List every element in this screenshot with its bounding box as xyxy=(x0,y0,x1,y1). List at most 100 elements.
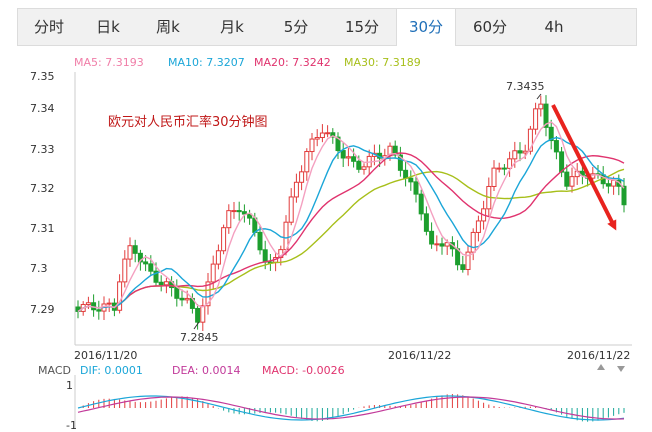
candle-body xyxy=(231,210,237,213)
candle-body xyxy=(241,211,247,215)
downtrend-arrow xyxy=(551,104,617,231)
high-price-label: 7.3435 xyxy=(506,80,545,93)
candle-body xyxy=(200,305,206,323)
candle-body xyxy=(319,132,325,139)
tab-weekly-k[interactable]: 周k xyxy=(156,18,180,36)
candle-body xyxy=(221,227,227,252)
tab-monthly-k[interactable]: 月k xyxy=(220,18,244,36)
candle-body xyxy=(413,181,419,195)
y-tick-label: 7.3 xyxy=(30,262,48,275)
candle-body xyxy=(559,151,565,173)
candle-body xyxy=(460,264,466,270)
candle-body xyxy=(408,177,414,183)
candle-body xyxy=(314,137,320,140)
ma30-legend: MA30: 7.3189 xyxy=(344,56,421,69)
candle-body xyxy=(195,307,201,323)
candle-body xyxy=(423,213,429,232)
x-tick-label: 2016/11/20 xyxy=(74,349,138,362)
candle-body xyxy=(153,270,159,283)
x-tick-label: 2016/11/22 xyxy=(388,349,452,362)
candle-body xyxy=(403,169,409,179)
x-tick-label: 2016/11/22 xyxy=(567,349,631,362)
tab-15min[interactable]: 15分 xyxy=(344,18,380,36)
dif-legend: DIF: 0.0001 xyxy=(80,364,143,377)
scroll-down-icon[interactable] xyxy=(617,366,625,372)
candle-body xyxy=(533,108,539,130)
tab-4h[interactable]: 4h xyxy=(544,18,564,36)
y-tick-label: 7.34 xyxy=(30,102,55,115)
candle-body xyxy=(262,249,268,263)
candle-body xyxy=(491,167,497,187)
candle-body xyxy=(247,213,253,219)
low-price-label: 7.2845 xyxy=(180,331,219,344)
ma5-legend: MA5: 7.3193 xyxy=(74,56,144,69)
period-tab-bar: 分时 日k 周k 月k 5分 15分 30分 60分 4h xyxy=(17,8,637,46)
candle-body xyxy=(345,156,351,159)
candle-body xyxy=(257,231,263,251)
candle-body xyxy=(215,250,221,265)
candle-body xyxy=(106,302,112,305)
candle-body xyxy=(335,136,341,152)
y-tick-label: 7.35 xyxy=(30,70,55,83)
scroll-up-icon[interactable] xyxy=(597,364,605,370)
candle-body xyxy=(236,210,242,213)
candle-body xyxy=(564,171,570,187)
macd-value-legend: MACD: -0.0026 xyxy=(262,364,345,377)
candle-body xyxy=(122,258,128,283)
tab-60min[interactable]: 60分 xyxy=(472,18,508,36)
candle-body xyxy=(304,151,310,173)
candle-body xyxy=(356,160,362,170)
candle-body xyxy=(548,126,554,142)
chart-annotation-title: 欧元对人民币汇率30分钟图 xyxy=(108,115,268,130)
candle-body xyxy=(538,103,544,110)
candle-body xyxy=(569,176,575,187)
macd-indicator-label: MACD xyxy=(38,364,71,377)
candle-body xyxy=(418,193,424,215)
candle-body xyxy=(127,245,133,260)
candle-body xyxy=(184,297,190,301)
candle-body xyxy=(163,281,169,286)
candle-body xyxy=(299,171,305,183)
candle-body xyxy=(397,154,403,171)
candle-body xyxy=(325,132,331,135)
candle-body xyxy=(309,138,315,153)
candle-body xyxy=(621,185,627,206)
tab-intraday[interactable]: 分时 xyxy=(33,18,64,36)
candle-body xyxy=(361,166,367,170)
tab-5min[interactable]: 5分 xyxy=(283,18,309,36)
candle-body xyxy=(330,132,336,138)
candle-body xyxy=(507,158,513,169)
candle-body xyxy=(143,261,149,265)
y-tick-label: 7.31 xyxy=(30,222,55,235)
candle-body xyxy=(293,181,299,198)
candle-body xyxy=(579,170,585,176)
candle-body xyxy=(527,128,533,152)
dea-line xyxy=(77,396,625,420)
dea-legend: DEA: 0.0014 xyxy=(172,364,241,377)
candle-body xyxy=(444,242,450,247)
candle-body xyxy=(517,150,523,154)
candle-body xyxy=(496,167,502,170)
low-price-marker xyxy=(193,321,200,330)
candle-body xyxy=(96,309,102,312)
candle-body xyxy=(137,252,143,263)
tab-30min[interactable]: 30分 xyxy=(396,9,456,46)
candle-body xyxy=(605,183,611,187)
candle-body xyxy=(158,281,164,286)
candle-body xyxy=(522,150,528,154)
candle-body xyxy=(288,196,294,223)
y-tick-label: 7.29 xyxy=(30,303,55,316)
candle-body xyxy=(174,287,180,299)
tab-daily-k[interactable]: 日k xyxy=(96,18,120,36)
candle-body xyxy=(434,243,440,246)
candle-body xyxy=(148,263,154,272)
candle-body xyxy=(75,306,81,312)
candle-body xyxy=(117,281,123,311)
candle-body xyxy=(470,231,476,253)
candle-body xyxy=(553,140,559,153)
macd-tick-label: 1 xyxy=(66,379,73,392)
candle-body xyxy=(210,263,216,283)
candle-body xyxy=(340,150,346,159)
candle-body xyxy=(205,281,211,307)
candle-body xyxy=(132,245,138,254)
